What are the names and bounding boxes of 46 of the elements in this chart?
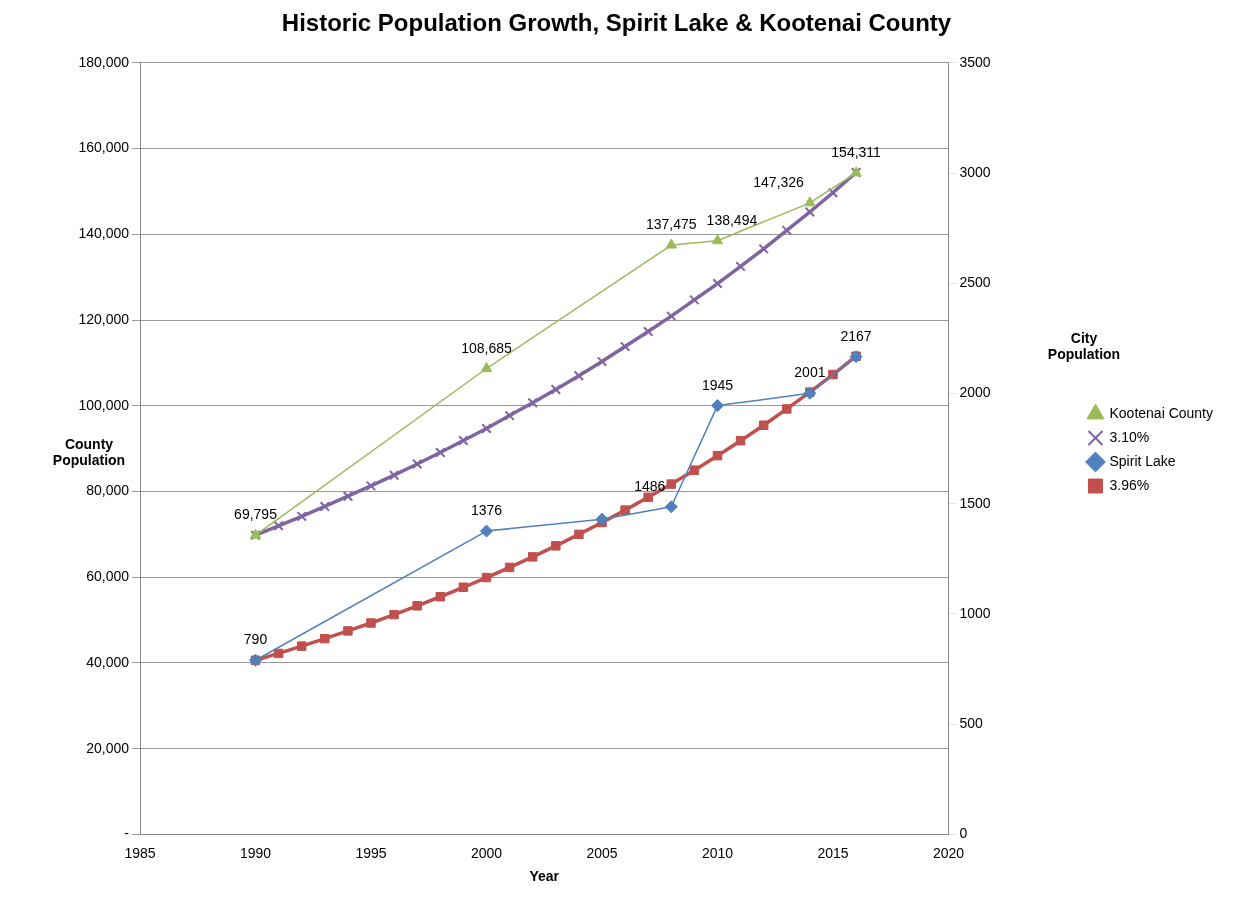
y-tick-label: 180,000 (78, 53, 130, 70)
data-label: 108,685 (461, 339, 513, 356)
data-label: 69,795 (234, 506, 278, 523)
data-label: 154,311 (831, 143, 882, 160)
x-tick-label: 2010 (701, 844, 734, 861)
y2-tick-label: 0 (959, 825, 968, 842)
y-tick-label: 60,000 (86, 568, 130, 585)
data-label: 790 (243, 631, 268, 648)
x-tick-label: 2015 (817, 844, 849, 861)
legend-label: Kootenai County (1109, 404, 1214, 421)
chart-title: Historic Population Growth, Spirit Lake & Kootenai County (281, 9, 952, 37)
legend-label: 3.96% (1109, 476, 1150, 493)
data-label: 2001 (794, 364, 826, 381)
y-tick-label: 40,000 (86, 653, 130, 670)
y-tick-label: 120,000 (78, 310, 130, 327)
y-tick-label: - (124, 825, 130, 842)
y-tick-label: 100,000 (78, 396, 130, 413)
y2-tick-label: 2500 (959, 274, 991, 291)
data-label: 147,326 (753, 173, 805, 190)
y2-tick-label: 500 (959, 715, 984, 732)
y-axis-title: County Population (51, 436, 127, 468)
y2-tick-label: 1000 (959, 604, 991, 621)
x-axis-title: Year (529, 868, 560, 885)
y2-tick-label: 2000 (959, 384, 991, 401)
x-tick-label: 2000 (470, 844, 503, 861)
data-label: 137,475 (645, 216, 697, 233)
y-tick-label: 140,000 (78, 225, 130, 242)
y2-tick-label: 1500 (959, 494, 991, 511)
data-label: 2167 (840, 327, 872, 344)
y-tick-label: 80,000 (86, 482, 130, 499)
x-tick-label: 1995 (355, 844, 387, 861)
legend-label: 3.10% (1109, 428, 1150, 445)
y2-tick-label: 3500 (959, 53, 991, 70)
y-tick-label: 20,000 (86, 739, 130, 756)
y2-tick-label: 3000 (959, 163, 991, 180)
x-tick-label: 2005 (586, 844, 618, 861)
y2-axis-title: City Population (1046, 330, 1122, 362)
x-tick-label: 1990 (239, 844, 272, 861)
data-label: 1945 (701, 376, 734, 393)
data-label: 1486 (634, 477, 666, 494)
x-tick-label: 1985 (124, 844, 156, 861)
x-tick-label: 2020 (932, 844, 965, 861)
data-label: 138,494 (706, 211, 758, 228)
legend-label: Spirit Lake (1109, 452, 1176, 469)
y-tick-label: 160,000 (78, 139, 130, 156)
data-label: 1376 (470, 502, 503, 519)
